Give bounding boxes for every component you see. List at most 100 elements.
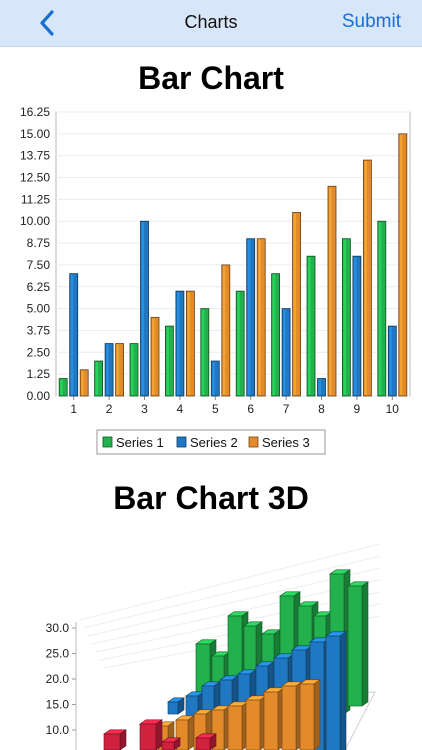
bar — [115, 343, 124, 397]
y-tick-label: 7.50 — [27, 258, 51, 272]
y-tick-label: 3.75 — [27, 323, 51, 337]
bar-chart: 0.00 1.25 2.50 3.75 5.00 6.25 7.50 8.75 10.00 11.… — [20, 105, 411, 455]
bar-body — [271, 273, 281, 397]
bar — [150, 316, 160, 397]
bar — [210, 360, 220, 397]
bar3d-front — [139, 723, 157, 750]
bar — [58, 378, 68, 397]
bar-body — [94, 360, 103, 397]
bar3d-front — [263, 691, 279, 750]
bar — [327, 185, 337, 397]
y3d-tick-label: 20.0 — [46, 672, 70, 686]
bar-highlight — [116, 344, 120, 395]
bar3d — [245, 695, 267, 750]
bar-highlight — [318, 379, 321, 395]
y3d-tick-label: 30.0 — [46, 621, 70, 635]
bar-highlight — [60, 379, 63, 395]
navigation-bar: Charts Submit — [0, 0, 422, 47]
bar-highlight — [343, 239, 346, 395]
y-tick-label: 12.50 — [20, 171, 50, 185]
y-tick-label: 11.25 — [21, 192, 50, 206]
submit-button[interactable]: Submit — [341, 11, 401, 32]
bar-body — [306, 255, 316, 397]
bar — [306, 255, 316, 397]
y3d-tick-label: 10.0 — [46, 723, 70, 737]
bar3d-front — [227, 705, 243, 750]
bar — [246, 238, 256, 397]
bar3d — [299, 679, 321, 750]
chevron-left-icon — [40, 10, 54, 36]
bar — [387, 325, 397, 397]
bar3d-front — [347, 585, 363, 707]
bar-body — [352, 255, 362, 397]
bar-highlight — [378, 222, 382, 395]
bar-body — [246, 238, 256, 397]
bar3d-side — [313, 679, 321, 750]
bar-body — [69, 273, 79, 397]
legend-label: Series 2 — [190, 435, 238, 450]
plot-area — [55, 111, 411, 397]
bar3d — [227, 701, 249, 750]
x-tick-label: 7 — [283, 402, 290, 416]
y-tick-label: 10.00 — [20, 214, 50, 228]
bar-highlight — [81, 370, 84, 395]
bar — [362, 159, 372, 397]
bar — [200, 308, 210, 397]
back-button[interactable] — [36, 9, 62, 37]
x-tick-label: 1 — [70, 402, 77, 416]
legend-swatch — [102, 436, 113, 448]
bar-highlight — [106, 344, 109, 395]
bar-body — [140, 220, 149, 397]
bar — [271, 273, 281, 397]
bar-highlight — [237, 292, 240, 395]
bar — [377, 220, 387, 397]
y-tick-label: 13.75 — [20, 149, 50, 163]
bar-highlight — [293, 213, 297, 395]
bar-highlight — [364, 161, 367, 395]
bar3d — [263, 687, 285, 750]
bar — [317, 378, 326, 397]
bar3d-front — [325, 635, 341, 750]
y-tick-label: 0.00 — [27, 389, 51, 403]
bar-highlight — [141, 222, 144, 395]
x-tick-label: 6 — [247, 402, 254, 416]
bar-highlight — [272, 274, 276, 395]
bar-chart-3d: 30.0 25.0 20.0 15.0 10.0 — [46, 543, 381, 750]
bar-body — [150, 316, 160, 397]
bar-body — [341, 238, 351, 397]
bar — [129, 343, 139, 397]
x-tick-label: 5 — [212, 402, 219, 416]
legend-swatch — [176, 436, 187, 448]
bar3d — [139, 719, 163, 750]
bar-highlight — [329, 187, 332, 395]
bar-body — [221, 264, 231, 397]
bar-body — [79, 369, 89, 397]
bar3d-side — [361, 581, 369, 707]
y-tick-label: 2.50 — [27, 345, 51, 359]
y-tick-label: 16.25 — [20, 105, 50, 119]
bar-highlight — [353, 257, 357, 395]
x-tick-label: 10 — [386, 402, 400, 416]
bar-body — [327, 185, 337, 397]
bar — [235, 290, 245, 397]
bar3d — [161, 737, 181, 750]
bar-body — [398, 133, 408, 397]
bar-highlight — [212, 362, 215, 395]
bar — [79, 369, 89, 397]
bar-chart-3d-title: Bar Chart 3D — [113, 480, 309, 516]
bar — [104, 343, 114, 397]
bar — [94, 360, 103, 397]
legend-swatch — [248, 436, 259, 448]
bar-body — [256, 238, 266, 397]
bar-body — [164, 325, 174, 397]
y-tick-label: 1.25 — [27, 367, 51, 381]
bar3d-front — [103, 733, 121, 750]
bar — [221, 264, 231, 397]
bar3d — [103, 729, 127, 750]
bar-highlight — [152, 318, 155, 395]
y3d-tick-label: 25.0 — [46, 647, 70, 661]
x-tick-label: 3 — [141, 402, 148, 416]
bar-body — [210, 360, 220, 397]
bar — [352, 255, 362, 397]
bar3d — [325, 631, 347, 750]
